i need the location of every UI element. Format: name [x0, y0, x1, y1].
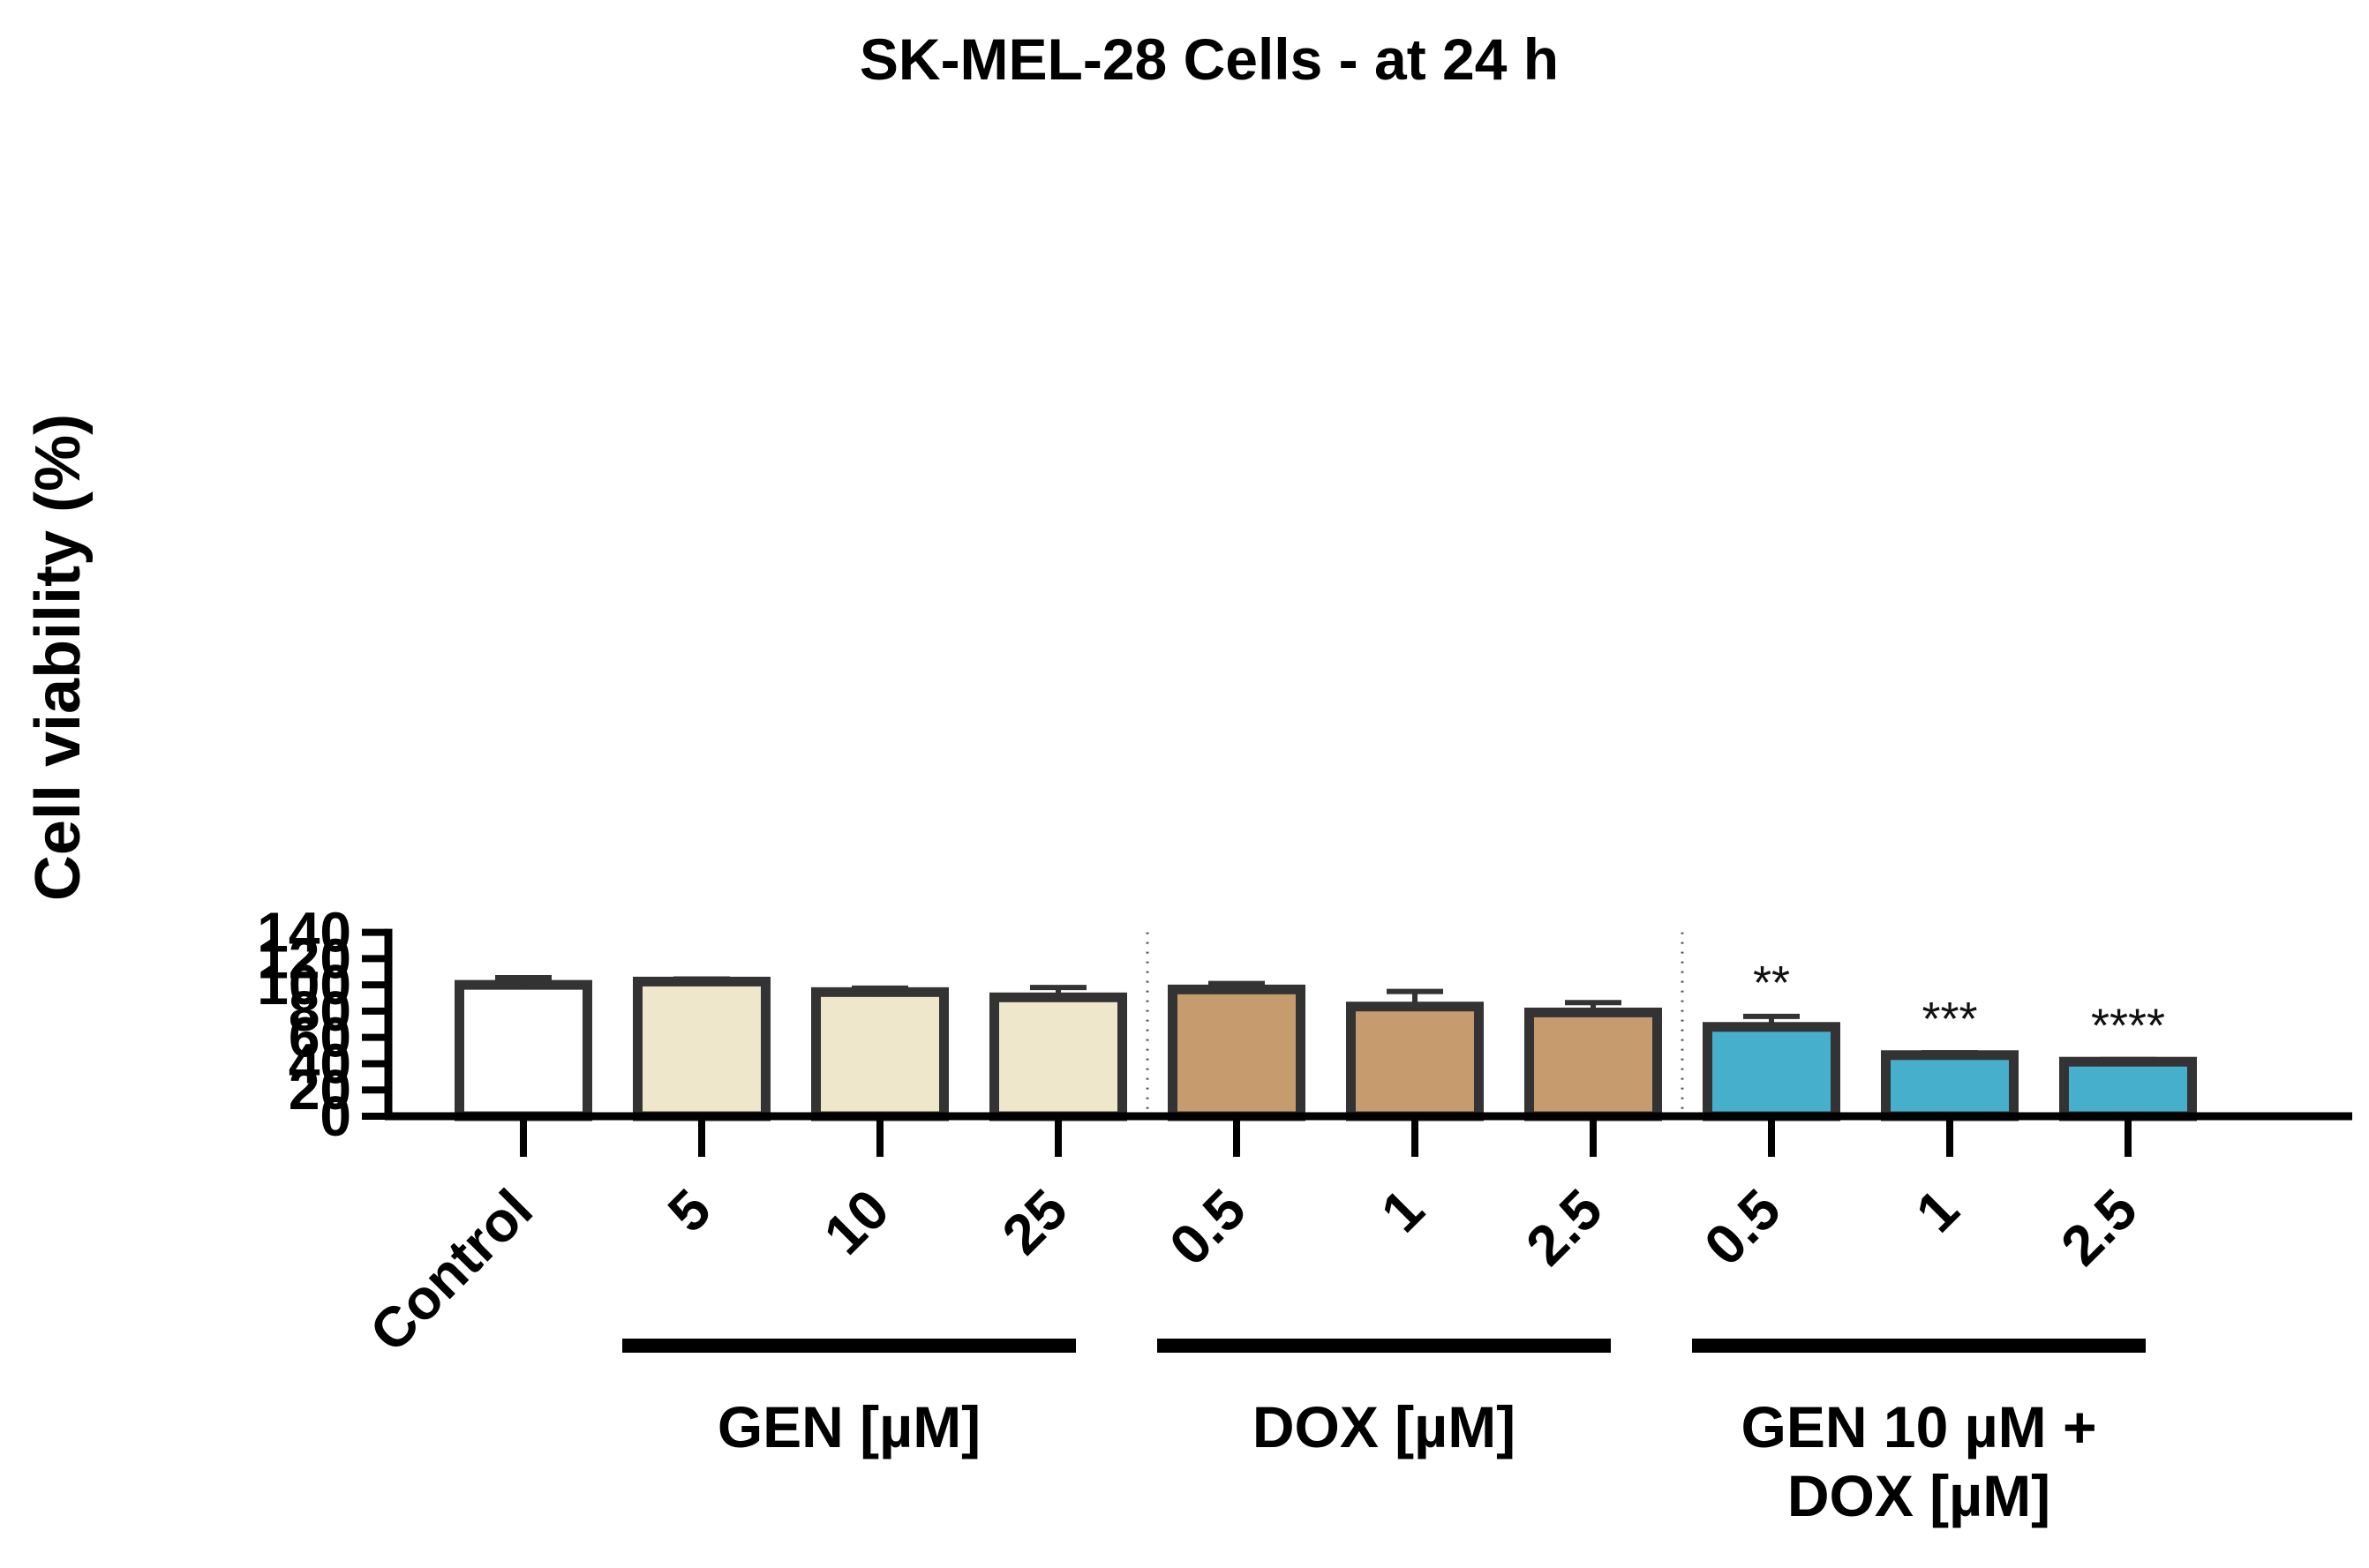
- bar-10: [2059, 1056, 2197, 1122]
- x-tick-label-2: 5: [656, 1177, 723, 1244]
- bar-3: [811, 987, 949, 1122]
- y-tick-label-120: 120: [257, 927, 351, 990]
- bar-2: [633, 976, 771, 1122]
- significance-label-10: ****: [2091, 1000, 2165, 1053]
- bar-6: [1346, 1002, 1484, 1122]
- group-labels: GEN [µM] DOX [µM] GEN 10 µM +DOX [µM]: [622, 1339, 2146, 1528]
- bar-4: [989, 992, 1127, 1122]
- error-bars: [495, 974, 2156, 1062]
- y-tick-label-100: 100: [257, 953, 351, 1017]
- y-tick-label-40: 40: [289, 1032, 351, 1095]
- chart-title: SK-MEL-28 Cells - at 24 h: [860, 26, 1559, 92]
- y-tick-label-0: 0: [320, 1084, 351, 1148]
- bar-7: [1524, 1007, 1662, 1122]
- x-tick-label-9: 1: [1904, 1177, 1971, 1244]
- x-tick-label-10: 2.5: [2049, 1177, 2149, 1278]
- y-axis-label: Cell viability (%): [23, 414, 94, 901]
- bar-1: [455, 979, 592, 1122]
- y-tick-label-60: 60: [289, 1006, 351, 1069]
- x-tick-label-8: 0.5: [1692, 1177, 1793, 1278]
- x-tick-label-7: 2.5: [1514, 1177, 1614, 1278]
- x-tick-label-3: 10: [812, 1177, 901, 1266]
- significance-labels: ***** ****: [1753, 957, 2165, 1053]
- group-label-3-line-2: DOX [µM]: [1787, 1463, 2050, 1528]
- group-label-1-line-1: GEN [µM]: [718, 1394, 981, 1459]
- significance-label-8: **: [1753, 957, 1790, 1009]
- x-tick-label-4: 25: [990, 1177, 1079, 1266]
- x-tick-label-5: 0.5: [1157, 1177, 1258, 1278]
- y-tick-label-140: 140: [257, 901, 351, 964]
- x-tick-label-6: 1: [1369, 1177, 1436, 1244]
- bar-5: [1168, 984, 1305, 1122]
- y-tick-label-20: 20: [289, 1058, 351, 1122]
- x-tick-label-1: Control: [357, 1177, 545, 1364]
- x-ticks: Control 5 10 25 0.5 1 2.5 0.5 1 2.5: [357, 1116, 2149, 1364]
- group-separators: [1146, 932, 1684, 1116]
- bar-9: [1881, 1050, 2019, 1122]
- significance-label-9: ***: [1922, 993, 1977, 1046]
- bars: [455, 976, 2197, 1122]
- group-label-2-line-1: DOX [µM]: [1252, 1394, 1515, 1459]
- y-tick-label-80: 80: [289, 979, 351, 1043]
- bar-8: [1703, 1022, 1840, 1122]
- group-label-3-line-1: GEN 10 µM +: [1741, 1394, 2097, 1459]
